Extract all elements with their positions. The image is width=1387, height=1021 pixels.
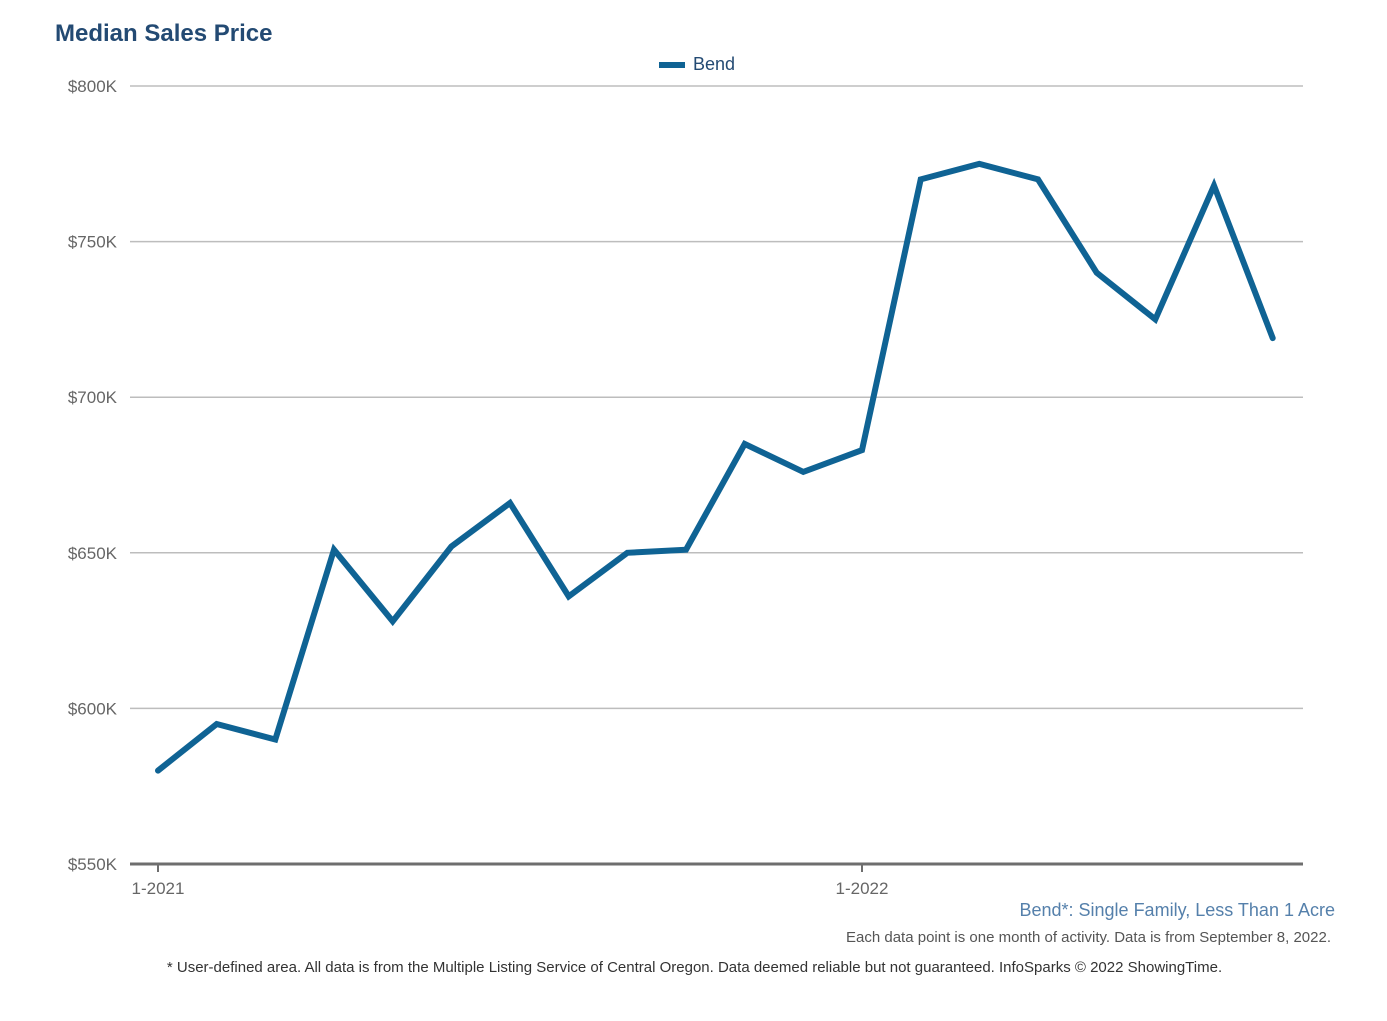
y-tick-label: $750K [68, 233, 118, 252]
y-tick-label: $600K [68, 699, 118, 718]
x-tick-label: 1-2021 [132, 879, 185, 898]
y-tick-label: $550K [68, 855, 118, 874]
legend-label-bend: Bend [693, 54, 736, 74]
y-tick-label: $700K [68, 388, 118, 407]
legend: Bend [659, 54, 735, 75]
chart-title: Median Sales Price [55, 20, 273, 47]
chart-subtitle: Bend*: Single Family, Less Than 1 Acre [1019, 900, 1335, 920]
disclaimer: * User-defined area. All data is from th… [0, 959, 1387, 976]
data-note: Each data point is one month of activity… [846, 929, 1331, 946]
y-tick-label: $800K [68, 77, 118, 96]
y-tick-label: $650K [68, 544, 118, 563]
x-tick-label: 1-2022 [836, 879, 889, 898]
series-line-bend [155, 160, 1276, 774]
legend-swatch-bend [659, 61, 685, 68]
disclaimer-text: * User-defined area. All data is from th… [166, 959, 1223, 976]
